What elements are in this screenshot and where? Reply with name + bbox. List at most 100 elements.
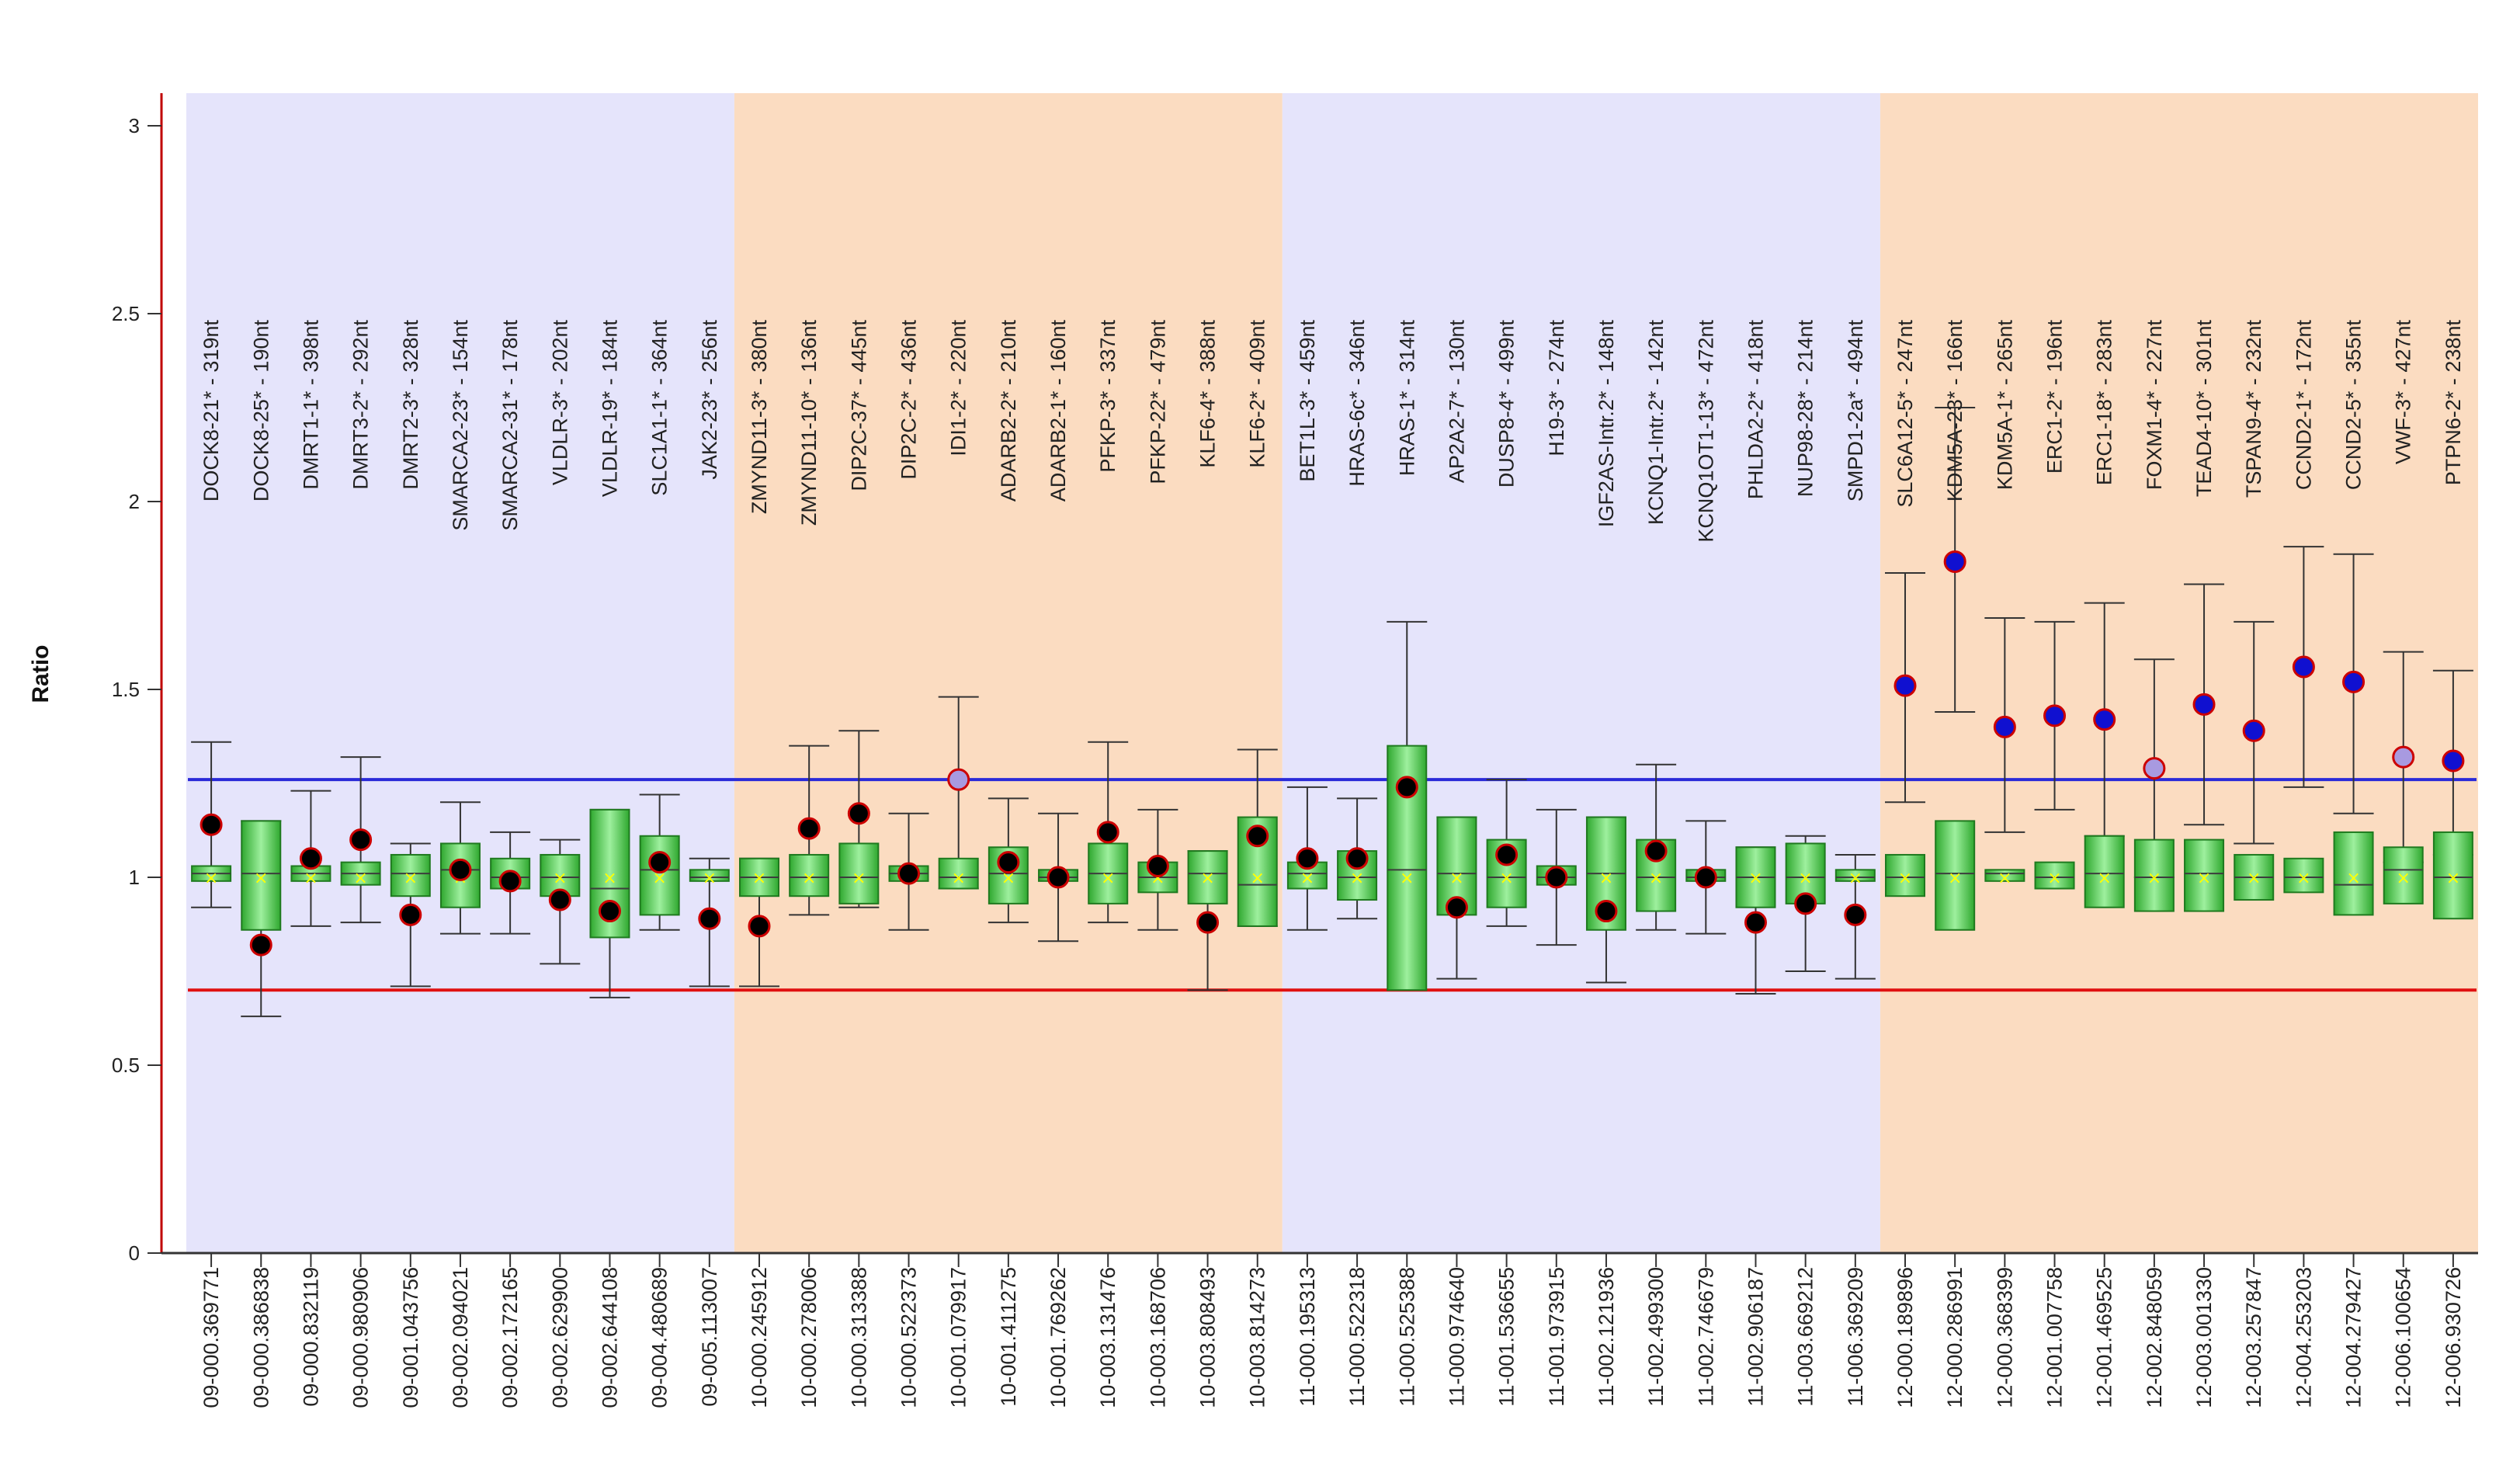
probe-position-label: 12-001.469525 bbox=[2093, 1267, 2116, 1408]
probe-name-label: BET1L-3* - 459nt bbox=[1296, 320, 1319, 482]
y-tick-label: 0 bbox=[129, 1241, 140, 1265]
probe-position-label: 10-001.769262 bbox=[1047, 1267, 1070, 1408]
ratio-point bbox=[249, 933, 272, 956]
probe-name-label: DMRT3-2* - 292nt bbox=[349, 320, 373, 490]
y-tick-label: 2 bbox=[129, 490, 140, 513]
probe-name-label: DIP2C-2* - 436nt bbox=[897, 320, 921, 480]
probe-position-label: 11-006.369209 bbox=[1844, 1267, 1867, 1407]
mean-marker: × bbox=[1748, 869, 1762, 888]
y-tick-label: 2.5 bbox=[112, 302, 140, 325]
ratio-point bbox=[897, 862, 921, 885]
probe-name-label: SLC1A1-1* - 364nt bbox=[648, 320, 672, 496]
iqr-box bbox=[1834, 869, 1876, 882]
chromosome-band-09 bbox=[186, 93, 734, 1253]
probe-boxplot: × bbox=[1088, 741, 1129, 924]
ratio-point bbox=[1445, 896, 1468, 919]
ratio-point bbox=[997, 851, 1020, 874]
probe-name-label: KLF6-2* - 409nt bbox=[1246, 320, 1269, 468]
probe-position-label: 09-005.113007 bbox=[698, 1267, 721, 1407]
threshold-lines bbox=[188, 778, 2477, 992]
probe-position-label: 10-000.313388 bbox=[847, 1267, 870, 1408]
probe-position-label: 12-001.007758 bbox=[2043, 1267, 2067, 1408]
probe-boxplot: × bbox=[1286, 786, 1328, 931]
mean-marker: × bbox=[1400, 869, 1414, 888]
probe-name-label: IDI1-2* - 220nt bbox=[947, 320, 970, 457]
probe-name-label: DMRT1-1* - 398nt bbox=[299, 320, 322, 490]
probe-boxplot: × bbox=[2034, 620, 2075, 890]
iqr-box bbox=[938, 857, 979, 890]
probe-position-label: 09-002.172165 bbox=[498, 1267, 522, 1408]
probe-boxplot: × bbox=[2333, 553, 2374, 916]
probe-name-label: PFKP-3* - 337nt bbox=[1096, 320, 1119, 473]
probe-position-label: 10-001.079917 bbox=[947, 1267, 970, 1408]
mean-marker: × bbox=[2346, 869, 2360, 888]
y-tick-label: 0.5 bbox=[112, 1054, 140, 1077]
ratio-point bbox=[1694, 866, 1717, 889]
probe-name-label: KDM5A-23* - 166nt bbox=[1943, 320, 1966, 502]
probe-name-label: ZMYND11-10* - 136nt bbox=[797, 320, 821, 526]
chromosome-band-11 bbox=[1282, 93, 1880, 1253]
ratio-point bbox=[847, 802, 870, 825]
probe-position-label: 09-000.369771 bbox=[200, 1267, 223, 1408]
mean-marker: × bbox=[1599, 869, 1613, 888]
ratio-point bbox=[2093, 708, 2116, 731]
probe-position-label: 11-000.525388 bbox=[1395, 1267, 1418, 1407]
probe-position-label: 10-000.522373 bbox=[897, 1267, 921, 1408]
probe-name-label: ERC1-18* - 283nt bbox=[2093, 320, 2116, 486]
iqr-box bbox=[1187, 850, 1228, 904]
iqr-box bbox=[2184, 838, 2225, 912]
probe-position-label: 09-002.644108 bbox=[598, 1267, 621, 1408]
mean-marker: × bbox=[703, 869, 717, 888]
chromosome-band-12 bbox=[1880, 93, 2478, 1253]
mean-marker: × bbox=[1948, 869, 1962, 888]
probe-name-label: JAK2-23* - 256nt bbox=[698, 320, 721, 480]
probe-name-label: ERC1-2* - 196nt bbox=[2043, 320, 2067, 474]
probe-boxplot: × bbox=[2383, 651, 2424, 904]
ratio-point bbox=[797, 817, 821, 840]
mean-marker: × bbox=[1350, 869, 1364, 888]
probe-boxplot: × bbox=[739, 857, 779, 988]
mean-marker: × bbox=[1251, 869, 1265, 888]
probe-name-label: DOCK8-21* - 319nt bbox=[200, 320, 223, 502]
probe-boxplot: × bbox=[1237, 748, 1278, 927]
mean-marker: × bbox=[304, 869, 318, 888]
chromosome-bands bbox=[186, 93, 2478, 1253]
ratio-point bbox=[200, 813, 223, 836]
mean-marker: × bbox=[1848, 869, 1862, 888]
probe-name-label: H19-3* - 274nt bbox=[1545, 320, 1568, 457]
mean-marker: × bbox=[2147, 869, 2161, 888]
ratio-point bbox=[1794, 892, 1817, 915]
ratio-point bbox=[2143, 757, 2166, 780]
iqr-box bbox=[2084, 835, 2125, 908]
probe-name-label: ADARB2-1* - 160nt bbox=[1047, 320, 1070, 502]
ratio-points bbox=[200, 550, 2465, 956]
mean-marker: × bbox=[652, 869, 666, 888]
probe-name-label: TEAD4-10* - 301nt bbox=[2192, 320, 2216, 498]
iqr-box bbox=[2283, 857, 2324, 894]
mean-marker: × bbox=[353, 869, 367, 888]
iqr-box bbox=[2133, 838, 2175, 912]
mean-marker: × bbox=[2247, 869, 2261, 888]
probe-boxplot: × bbox=[639, 793, 680, 931]
iqr-box bbox=[2333, 831, 2374, 916]
ratio-point bbox=[1296, 847, 1319, 870]
probe-position-label: 12-006.930726 bbox=[2442, 1267, 2465, 1408]
probe-name-label: KCNQ1-Intr.2* - 142nt bbox=[1644, 320, 1668, 526]
probe-name-label: VLDLR-3* - 202nt bbox=[548, 320, 571, 486]
probe-position-label: 10-000.278006 bbox=[797, 1267, 821, 1408]
probe-position-label: 10-003.131476 bbox=[1096, 1267, 1119, 1408]
probe-name-label: HRAS-6c* - 346nt bbox=[1345, 320, 1369, 487]
ratio-point bbox=[498, 870, 522, 893]
probe-position-label: 12-000.368399 bbox=[1993, 1267, 2016, 1408]
iqr-box bbox=[2034, 861, 2075, 890]
probe-position-label: 12-002.848059 bbox=[2143, 1267, 2166, 1408]
ratio-point bbox=[2442, 749, 2465, 772]
mean-marker: × bbox=[602, 869, 616, 888]
ratio-point bbox=[1893, 674, 1917, 697]
probe-boxplot: × bbox=[2184, 583, 2225, 912]
mean-marker: × bbox=[1300, 869, 1314, 888]
axes: 0 0.5 1 1.5 2 2.5 3 bbox=[112, 93, 2478, 1265]
ratio-point bbox=[1943, 550, 1966, 573]
mean-marker: × bbox=[1001, 869, 1015, 888]
